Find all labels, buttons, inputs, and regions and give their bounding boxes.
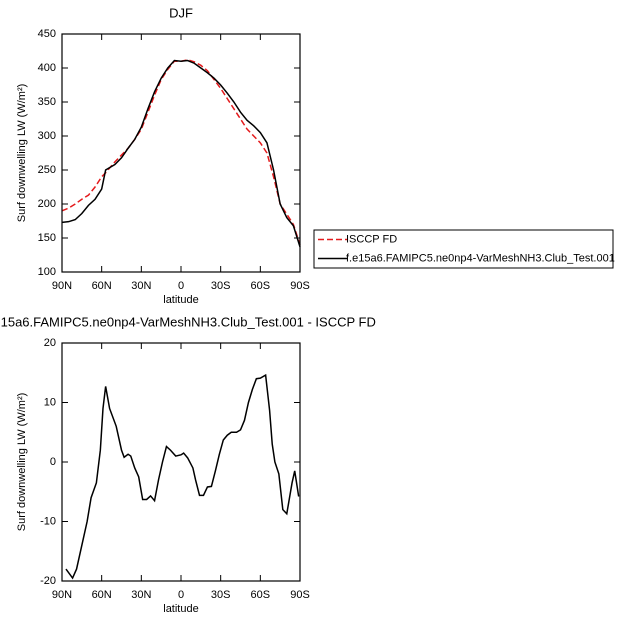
chart-title: f.e15a6.FAMIPC5.ne0np4-VarMeshNH3.Club_T… [0,314,376,329]
data-line [65,373,300,580]
y-tick-label: 450 [38,28,56,40]
plot-frame [61,33,301,273]
y-tick-label: 0 [50,456,56,468]
x-axis-label: latitude [163,294,198,306]
x-tick-label: 90N [52,589,72,601]
data-line [61,59,301,248]
y-tick-label: -20 [40,575,56,587]
x-tick-label: 60N [92,589,112,601]
y-tick-label: 200 [38,198,56,210]
y-tick-label: 400 [38,62,56,74]
y-axis-label: Surf downwelling LW (W/m²) [16,84,28,223]
y-tick-label: 350 [38,96,56,108]
chart-title: DJF [169,5,193,20]
y-tick-label: 250 [38,164,56,176]
x-tick-label: 30N [131,589,151,601]
x-axis-label: latitude [163,603,198,615]
x-tick-label: 0 [178,589,184,601]
x-tick-label: 30N [131,280,151,292]
legend-label: ISCCP FD [346,233,397,245]
x-tick-label: 30S [211,280,231,292]
y-tick-label: 100 [38,266,56,278]
legend-label: f.e15a6.FAMIPC5.ne0np4-VarMeshNH3.Club_T… [346,252,615,264]
x-tick-label: 60N [92,280,112,292]
x-tick-label: 90S [290,589,310,601]
y-axis-label: Surf downwelling LW (W/m²) [16,393,28,532]
x-tick-label: 90N [52,280,72,292]
y-tick-label: 300 [38,130,56,142]
y-tick-label: 150 [38,232,56,244]
y-tick-label: -10 [40,515,56,527]
legend-box [313,229,614,269]
x-tick-label: 30S [211,589,231,601]
x-tick-label: 90S [290,280,310,292]
y-tick-label: 20 [44,337,56,349]
data-line [61,59,301,246]
x-tick-label: 0 [178,280,184,292]
y-tick-label: 10 [44,396,56,408]
x-tick-label: 60S [251,589,271,601]
x-tick-label: 60S [251,280,271,292]
plot-frame [61,342,301,582]
